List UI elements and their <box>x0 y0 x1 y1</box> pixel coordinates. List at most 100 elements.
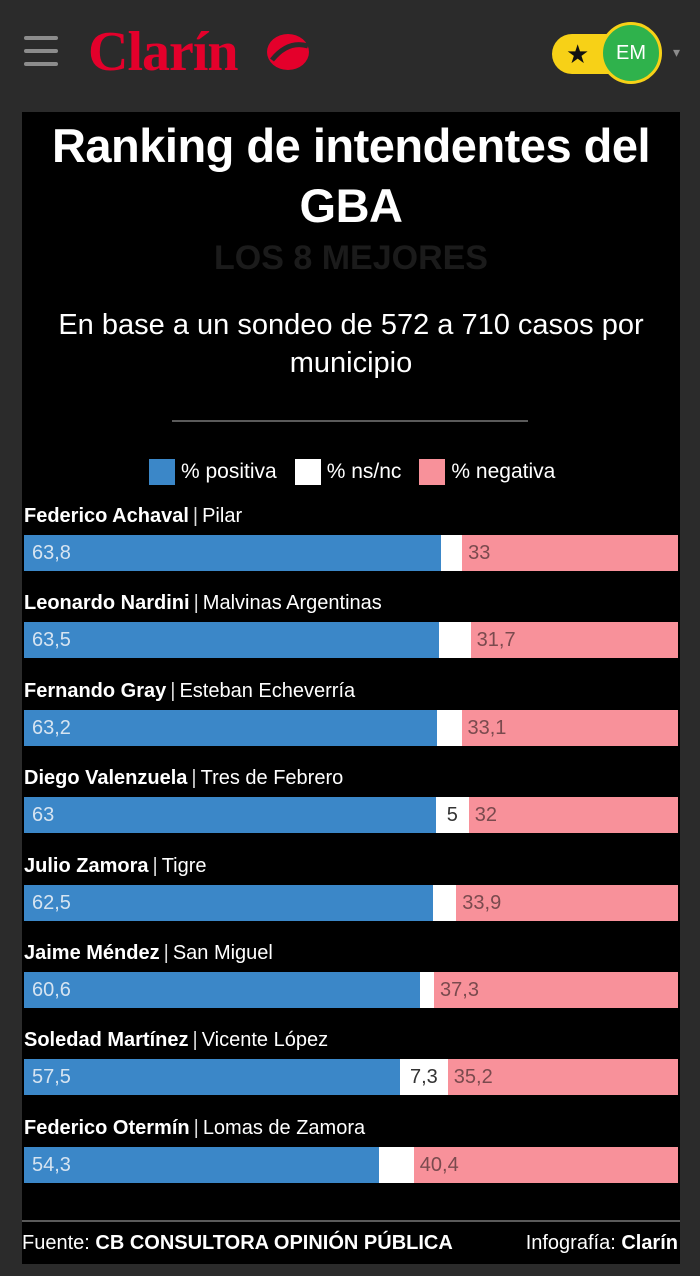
bar-segment-nsnc: 7,3 <box>400 1059 448 1096</box>
bar-segment-negative: 33,9 <box>456 884 678 921</box>
row-label: Jaime Méndez | San Miguel <box>24 941 273 965</box>
bar-segment-nsnc <box>439 622 471 659</box>
label-separator: | <box>163 942 169 964</box>
bar-segment-nsnc <box>379 1146 414 1183</box>
municipio-name: Pilar <box>202 505 243 527</box>
user-avatar[interactable]: EM <box>600 22 662 84</box>
chart-row: Fernando Gray | Esteban Echeverría 63,2 33,1 <box>22 679 680 759</box>
credit-prefix: Infografía: <box>525 1232 616 1254</box>
chart-row: Leonardo Nardini | Malvinas Argentinas 63,5… <box>22 591 680 671</box>
legend-label-nsnc: % ns/nc <box>326 460 402 483</box>
bar-segment-positive: 63,8 <box>24 535 442 571</box>
source-name: CB CONSULTORA OPINIÓN PÚBLICA <box>95 1232 453 1254</box>
bar-segment-negative: 33,1 <box>461 709 678 746</box>
bar-segment-nsnc <box>437 709 462 746</box>
municipio-name: Malvinas Argentinas <box>202 592 382 615</box>
clarin-logo-mark-icon <box>267 34 309 70</box>
stacked-bar: 63,2 33,1 <box>24 709 678 746</box>
bar-segment-negative: 35,2 <box>447 1059 678 1096</box>
mayor-name: Julio Zamora <box>24 854 149 877</box>
legend-label-positive: % positiva <box>181 460 277 483</box>
chart-row: Soledad Martínez | Vicente López 57,5 7,3 35,… <box>22 1028 680 1108</box>
label-separator: | <box>193 592 199 615</box>
municipio-name: San Miguel <box>172 942 273 964</box>
chart-row: Diego Valenzuela | Tres de Febrero 63 5 32 <box>22 766 680 846</box>
footer-divider <box>22 1220 680 1222</box>
bar-segment-positive: 63,5 <box>24 622 440 659</box>
municipio-name: Esteban Echeverría <box>179 679 356 702</box>
label-separator: | <box>192 505 199 527</box>
chart-row: Jaime Méndez | San Miguel 60,6 37,3 <box>22 941 680 1021</box>
bar-segment-nsnc <box>420 972 435 1008</box>
row-label: Leonardo Nardini | Malvinas Argentinas <box>24 591 382 615</box>
stacked-bar: 63 5 32 <box>24 797 678 834</box>
row-label: Julio Zamora | Tigre <box>24 854 207 878</box>
row-label: Diego Valenzuela | Tres de Febrero <box>24 766 343 790</box>
divider <box>172 420 528 422</box>
bar-segment-positive: 63 <box>24 797 437 834</box>
legend-item-positive: % positiva <box>149 459 277 485</box>
bar-segment-nsnc <box>432 884 457 921</box>
row-label: Federico Achaval | Pilar <box>24 504 242 528</box>
municipio-name: Tigre <box>161 854 207 877</box>
stacked-bar: 62,5 33,9 <box>24 884 678 921</box>
label-separator: | <box>152 854 158 877</box>
bar-segment-nsnc <box>441 535 463 571</box>
bar-segment-negative: 31,7 <box>470 622 678 659</box>
menu-icon[interactable] <box>24 36 58 68</box>
bar-segment-positive: 60,6 <box>24 972 421 1008</box>
stacked-bar: 63,5 31,7 <box>24 622 678 659</box>
mayor-name: Jaime Méndez <box>24 942 160 964</box>
bar-segment-negative: 33 <box>462 535 678 571</box>
legend-item-nsnc: % ns/nc <box>294 459 402 485</box>
label-separator: | <box>191 767 197 790</box>
bar-segment-positive: 54,3 <box>24 1146 380 1183</box>
mayor-name: Diego Valenzuela <box>24 767 188 790</box>
source-prefix: Fuente: <box>22 1232 90 1254</box>
row-label: Soledad Martínez | Vicente López <box>24 1028 328 1052</box>
chart-title: Ranking de intendentes del GBA <box>51 119 651 232</box>
legend-swatch-negative <box>419 459 446 485</box>
legend-swatch-nsnc <box>294 459 321 485</box>
row-label: Federico Otermín | Lomas de Zamora <box>24 1116 365 1140</box>
chart-source: Fuente: CB CONSULTORA OPINIÓN PÚBLICA <box>22 1230 453 1256</box>
label-separator: | <box>170 679 176 702</box>
stacked-bar: 57,5 7,3 35,2 <box>24 1059 678 1096</box>
mayor-name: Federico Achaval <box>24 505 189 527</box>
mayor-name: Leonardo Nardini <box>24 592 190 615</box>
stacked-bar: 60,6 37,3 <box>24 972 678 1008</box>
legend-item-negative: % negativa <box>419 459 555 485</box>
infographic-panel: Ranking de intendentes del GBA LOS 8 MEJ… <box>22 112 680 1264</box>
clarin-logo[interactable]: Clarín <box>88 21 239 83</box>
stacked-bar: 54,3 40,4 <box>24 1146 678 1183</box>
bar-segment-negative: 40,4 <box>413 1146 678 1183</box>
mayor-name: Soledad Martínez <box>24 1029 189 1052</box>
municipio-name: Vicente López <box>201 1029 329 1052</box>
chevron-down-icon[interactable]: ▾ <box>673 44 681 60</box>
mayor-name: Fernando Gray <box>24 679 167 702</box>
chart-legend: % positiva % ns/nc % negativa <box>149 459 573 485</box>
chart-description: En base a un sondeo de 572 a 710 casos p… <box>58 309 644 379</box>
municipio-name: Lomas de Zamora <box>202 1116 366 1139</box>
mayor-name: Federico Otermín <box>24 1116 190 1139</box>
bar-segment-negative: 32 <box>468 797 678 834</box>
municipio-name: Tres de Febrero <box>200 767 344 790</box>
stacked-bar: 63,8 33 <box>24 535 678 571</box>
top-bar: Clarín ★ EM ▾ <box>0 0 700 112</box>
legend-label-negative: % negativa <box>451 460 556 483</box>
bar-segment-positive: 63,2 <box>24 709 438 746</box>
chart-credit: Infografía: Clarín <box>526 1230 678 1256</box>
bar-segment-nsnc: 5 <box>436 797 469 834</box>
label-separator: | <box>192 1029 198 1052</box>
chart-row: Federico Otermín | Lomas de Zamora 54,3 40,4 <box>22 1116 680 1196</box>
label-separator: | <box>193 1116 199 1139</box>
bar-segment-positive: 57,5 <box>24 1059 401 1096</box>
star-icon: ★ <box>566 39 590 69</box>
chart-row: Federico Achaval | Pilar 63,8 33 <box>22 504 680 584</box>
bar-segment-negative: 37,3 <box>434 972 678 1008</box>
legend-swatch-positive <box>149 459 175 485</box>
bar-segment-positive: 62,5 <box>24 884 433 921</box>
row-label: Fernando Gray | Esteban Echeverría <box>24 679 355 703</box>
chart-row: Julio Zamora | Tigre 62,5 33,9 <box>22 854 680 934</box>
chart-subtitle: LOS 8 MEJORES <box>214 239 488 277</box>
